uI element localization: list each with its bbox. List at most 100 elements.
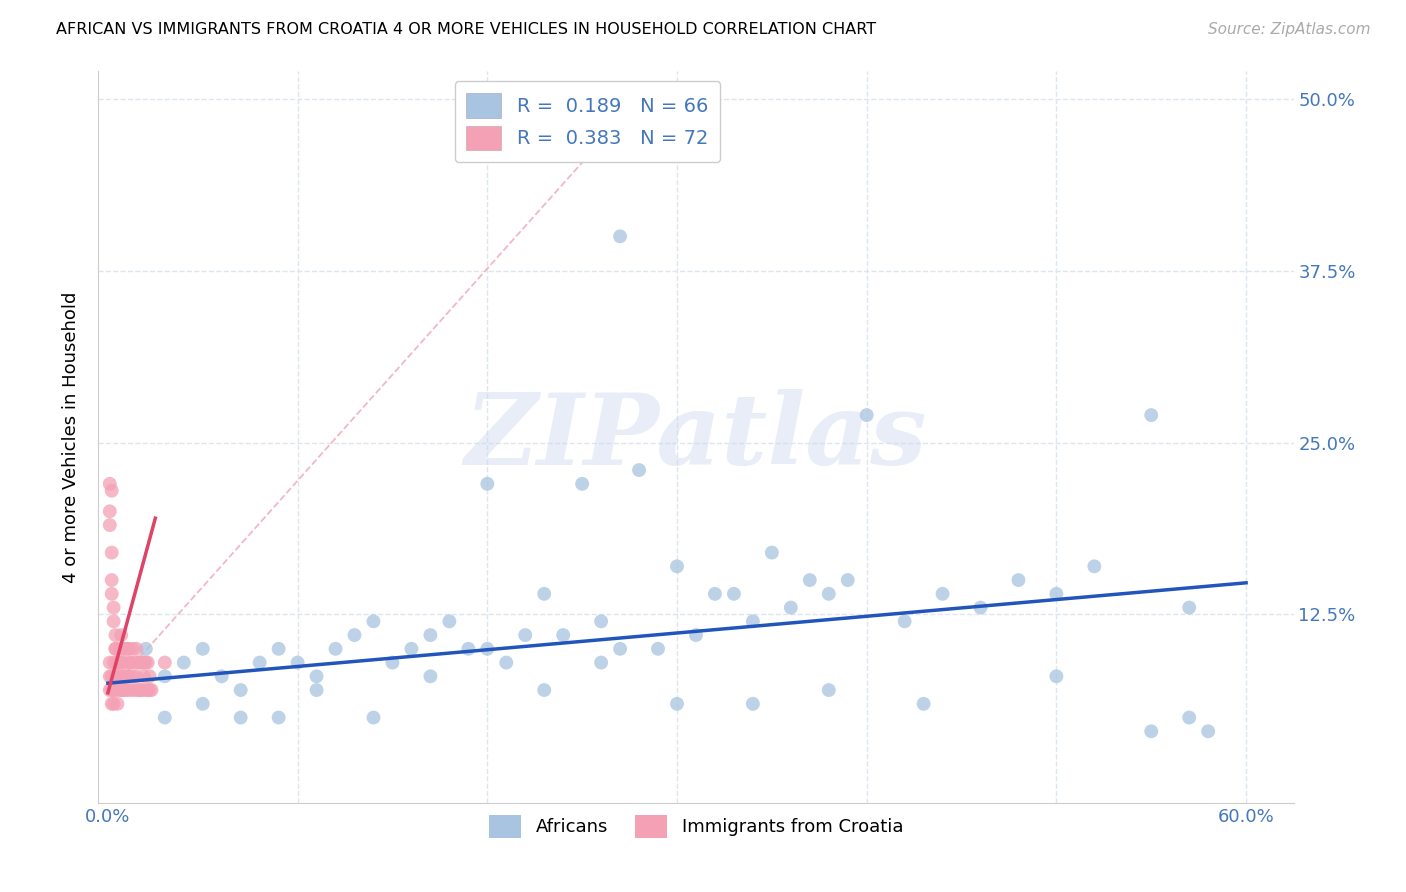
- Point: [173, 656, 195, 670]
- Point: [105, 669, 128, 683]
- Point: [1140, 724, 1163, 739]
- Point: [131, 683, 153, 698]
- Point: [1178, 600, 1201, 615]
- Point: [439, 615, 461, 629]
- Point: [609, 229, 631, 244]
- Point: [100, 669, 122, 683]
- Point: [112, 669, 135, 683]
- Point: [135, 683, 157, 698]
- Point: [124, 656, 146, 670]
- Point: [131, 656, 153, 670]
- Point: [141, 683, 163, 698]
- Point: [779, 600, 801, 615]
- Point: [191, 641, 214, 656]
- Point: [124, 683, 146, 698]
- Point: [100, 683, 122, 698]
- Point: [703, 587, 725, 601]
- Point: [229, 683, 252, 698]
- Point: [118, 656, 141, 670]
- Point: [931, 587, 953, 601]
- Point: [98, 656, 121, 670]
- Text: ZIPatlas: ZIPatlas: [465, 389, 927, 485]
- Point: [799, 573, 821, 587]
- Point: [817, 587, 839, 601]
- Point: [115, 683, 138, 698]
- Point: [1178, 710, 1201, 724]
- Point: [591, 656, 613, 670]
- Point: [153, 656, 176, 670]
- Point: [495, 656, 517, 670]
- Point: [104, 669, 127, 683]
- Point: [121, 641, 143, 656]
- Point: [305, 669, 328, 683]
- Point: [477, 641, 499, 656]
- Point: [609, 641, 631, 656]
- Point: [893, 615, 915, 629]
- Point: [401, 641, 423, 656]
- Point: [343, 628, 366, 642]
- Point: [741, 615, 763, 629]
- Point: [1083, 559, 1105, 574]
- Point: [129, 656, 152, 670]
- Point: [628, 463, 651, 477]
- Point: [381, 656, 404, 670]
- Point: [100, 587, 122, 601]
- Point: [969, 600, 991, 615]
- Point: [100, 483, 122, 498]
- Point: [419, 628, 441, 642]
- Point: [457, 641, 479, 656]
- Point: [115, 669, 138, 683]
- Point: [98, 683, 121, 698]
- Point: [647, 641, 669, 656]
- Point: [1197, 724, 1219, 739]
- Point: [132, 656, 155, 670]
- Point: [685, 628, 707, 642]
- Point: [723, 587, 745, 601]
- Point: [533, 683, 555, 698]
- Point: [419, 669, 441, 683]
- Point: [118, 669, 141, 683]
- Point: [112, 656, 135, 670]
- Point: [115, 641, 138, 656]
- Point: [127, 683, 149, 698]
- Point: [108, 656, 131, 670]
- Point: [110, 628, 132, 642]
- Point: [136, 656, 159, 670]
- Point: [666, 697, 689, 711]
- Point: [114, 641, 136, 656]
- Point: [515, 628, 537, 642]
- Point: [125, 641, 148, 656]
- Point: [120, 683, 142, 698]
- Point: [363, 615, 385, 629]
- Text: Source: ZipAtlas.com: Source: ZipAtlas.com: [1208, 22, 1371, 37]
- Point: [104, 641, 127, 656]
- Point: [761, 545, 783, 559]
- Point: [305, 683, 328, 698]
- Text: AFRICAN VS IMMIGRANTS FROM CROATIA 4 OR MORE VEHICLES IN HOUSEHOLD CORRELATION C: AFRICAN VS IMMIGRANTS FROM CROATIA 4 OR …: [56, 22, 876, 37]
- Point: [533, 587, 555, 601]
- Point: [112, 683, 135, 698]
- Point: [153, 669, 176, 683]
- Point: [114, 669, 136, 683]
- Point: [98, 669, 121, 683]
- Point: [363, 710, 385, 724]
- Point: [138, 669, 160, 683]
- Point: [103, 600, 125, 615]
- Point: [114, 683, 136, 698]
- Point: [666, 559, 689, 574]
- Point: [591, 615, 613, 629]
- Point: [118, 641, 141, 656]
- Point: [1045, 587, 1067, 601]
- Point: [135, 656, 157, 670]
- Point: [211, 669, 233, 683]
- Point: [129, 683, 152, 698]
- Point: [267, 710, 290, 724]
- Point: [837, 573, 859, 587]
- Point: [108, 683, 131, 698]
- Point: [103, 683, 125, 698]
- Point: [127, 656, 149, 670]
- Point: [100, 545, 122, 559]
- Point: [104, 641, 127, 656]
- Point: [912, 697, 935, 711]
- Point: [112, 641, 135, 656]
